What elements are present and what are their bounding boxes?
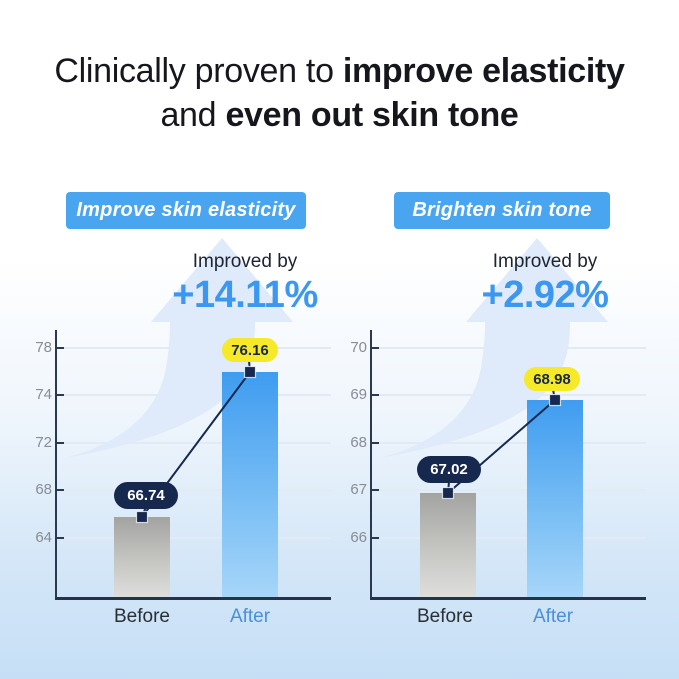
title-bold-skin-tone: even out skin tone xyxy=(225,95,519,134)
chart1-gridline xyxy=(57,537,331,539)
chart2-header-badge: Brighten skin tone xyxy=(394,192,610,229)
chart2-trend-connector xyxy=(441,388,562,500)
chart1-axis-tick xyxy=(57,394,64,396)
chart2-y-tick-label: 70 xyxy=(350,339,367,356)
chart1-gridline xyxy=(57,489,331,491)
chart2-y-tick-label: 69 xyxy=(350,386,367,403)
chart1-trend-connector xyxy=(135,359,257,524)
chart2-improvement-percent: +2.92% xyxy=(481,274,609,316)
chart2-before-value-badge: 67.02 xyxy=(417,456,481,483)
chart2-axis-tick xyxy=(372,489,379,491)
chart2-y-axis xyxy=(370,330,372,600)
chart2-after-marker xyxy=(548,393,562,407)
chart1-axis-tick xyxy=(57,489,64,491)
chart1-y-tick-label: 78 xyxy=(35,339,52,356)
chart1-y-tick-label: 68 xyxy=(35,481,52,498)
chart2-y-tick-label: 67 xyxy=(350,481,367,498)
chart2-before-marker xyxy=(441,486,455,500)
chart1-after-value-badge: 76.16 xyxy=(222,338,278,362)
chart1-before-bar xyxy=(114,517,170,598)
title-middle: and xyxy=(160,95,226,134)
chart2-improved-by-label: Improved by xyxy=(492,251,598,272)
chart1-gridline xyxy=(57,442,331,444)
chart2-after-bar xyxy=(527,400,583,598)
chart2-before-bar xyxy=(420,493,476,598)
chart2-gridline xyxy=(372,537,646,539)
up-arrow-watermark-icon xyxy=(380,238,608,458)
chart2-axis-tick xyxy=(372,394,379,396)
chart2-x-axis xyxy=(370,597,646,600)
chart2-before-label: Before xyxy=(417,606,473,627)
chart1-y-axis xyxy=(55,330,57,600)
title-prefix: Clinically proven to xyxy=(54,52,343,90)
chart1-after-bar xyxy=(222,372,278,598)
chart2-axis-tick xyxy=(372,442,379,444)
chart1-improvement-callout: Improved by +14.11% xyxy=(150,250,340,316)
chart1-y-tick-label: 74 xyxy=(35,386,52,403)
chart1-x-axis xyxy=(55,597,331,600)
chart1-y-tick-label: 64 xyxy=(35,529,52,546)
chart2-after-value-badge: 68.98 xyxy=(524,367,580,391)
chart2-after-label: After xyxy=(532,606,574,627)
chart2-y-tick-label: 66 xyxy=(350,529,367,546)
chart2-gridline xyxy=(372,489,646,491)
chart1-improved-by-label: Improved by xyxy=(192,251,298,272)
chart2-gridline xyxy=(372,442,646,444)
chart1-y-tick-label: 72 xyxy=(35,434,52,451)
chart1-axis-tick xyxy=(57,347,64,349)
chart1-improvement-percent: +14.11% xyxy=(172,274,318,316)
chart2-axis-tick xyxy=(372,347,379,349)
up-arrow-watermark-icon xyxy=(65,238,293,458)
chart1-header-badge: Improve skin elasticity xyxy=(66,192,306,229)
chart1-axis-tick xyxy=(57,537,64,539)
page-title: Clinically proven to improve elasticity … xyxy=(0,50,679,137)
chart1-after-label: After xyxy=(229,606,271,627)
chart1-axis-tick xyxy=(57,442,64,444)
chart2-y-tick-label: 68 xyxy=(350,434,367,451)
title-bold-elasticity: improve elasticity xyxy=(342,52,625,90)
chart2-improvement-callout: Improved by +2.92% xyxy=(450,250,640,316)
chart1-before-marker xyxy=(135,510,149,524)
chart2-axis-tick xyxy=(372,537,379,539)
chart1-before-label: Before xyxy=(114,606,170,627)
chart1-before-value-badge: 66.74 xyxy=(114,482,178,509)
chart1-after-marker xyxy=(243,365,257,379)
